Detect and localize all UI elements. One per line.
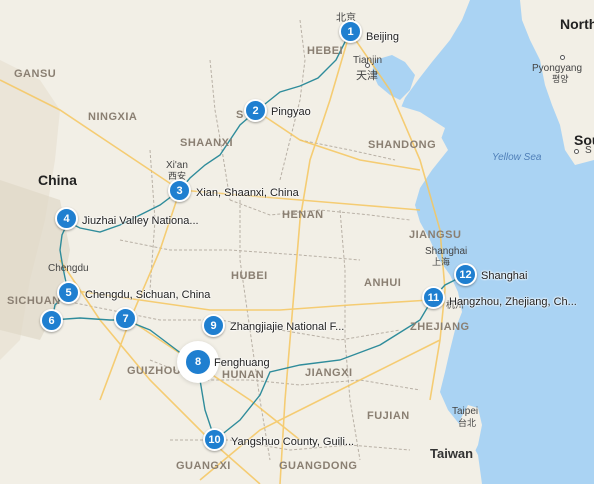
city-dot-seoul — [574, 149, 579, 154]
city-label-chengdu: Chengdu — [48, 263, 89, 274]
city-label-pyongyang-kr: 평양 — [552, 75, 569, 85]
stop-marker-3[interactable]: 3 — [168, 179, 191, 202]
taiwan-land — [458, 405, 482, 462]
stop-label-10[interactable]: Yangshuo County, Guili... — [231, 436, 355, 448]
province-label-ningxia: NINGXIA — [88, 111, 138, 123]
city-label-taipei-cn: 台北 — [458, 419, 477, 429]
province-label-henan: HENAN — [282, 209, 324, 221]
province-label-guangxi: GUANGXI — [176, 460, 231, 472]
stop-marker-2[interactable]: 2 — [244, 99, 267, 122]
stop-marker-10[interactable]: 10 — [203, 428, 226, 451]
stop-number: 8 — [194, 356, 202, 368]
sea-label: Yellow Sea — [492, 152, 542, 163]
stop-marker-4[interactable]: 4 — [55, 207, 78, 230]
stop-number: 9 — [210, 319, 217, 332]
city-label-taipei: Taipei — [452, 406, 479, 417]
city-label-pyongyang: Pyongyang — [532, 63, 583, 74]
stop-marker-1[interactable]: 1 — [339, 20, 362, 43]
city-label-xian-cn: 西安 — [168, 172, 187, 182]
stop-marker-8[interactable]: 8 — [184, 348, 212, 376]
province-label-hunan: HUNAN — [222, 369, 265, 381]
stop-number: 12 — [459, 268, 472, 281]
stop-number: 6 — [48, 314, 55, 327]
stop-label-11[interactable]: Hangzhou, Zhejiang, Ch... — [449, 296, 577, 308]
korea-land — [520, 0, 594, 165]
city-label-hangzhou-cn: 杭州 — [446, 301, 465, 311]
city-label-xian: Xi'an — [166, 160, 188, 171]
stop-label-5[interactable]: Chengdu, Sichuan, China — [85, 289, 211, 301]
stop-label-1[interactable]: Beijing — [366, 31, 400, 43]
stop-number: 10 — [208, 433, 221, 446]
bohai-water — [372, 55, 415, 100]
province-label-guangdong: GUANGDONG — [279, 460, 358, 472]
stop-number: 4 — [63, 212, 70, 225]
city-dot-pyongyang — [560, 55, 565, 60]
stop-marker-9[interactable]: 9 — [202, 314, 225, 337]
province-label-hubei: HUBEI — [231, 270, 268, 282]
stop-number: 1 — [347, 25, 354, 38]
city-label-tianjin-cn: 天津 — [356, 69, 378, 82]
stop-marker-6[interactable]: 6 — [40, 309, 63, 332]
country-label-taiwan: Taiwan — [430, 446, 474, 461]
country-label-south-partial: Sou — [574, 132, 594, 148]
city-label-shanghai: Shanghai — [425, 246, 468, 257]
province-label-gansu: GANSU — [14, 68, 57, 80]
city-label-beijing-cn: 北京 — [336, 13, 356, 24]
stop-number: 3 — [176, 184, 183, 197]
city-dot-tianjin — [365, 63, 370, 68]
stop-label-12[interactable]: Shanghai — [481, 270, 528, 282]
province-label-jiangxi: JIANGXI — [305, 367, 353, 379]
province-label-guizhou: GUIZHOU — [127, 365, 182, 377]
country-label-china: China — [38, 172, 77, 188]
sea-water — [400, 0, 594, 484]
shandong-land — [380, 100, 445, 150]
stop-number: 7 — [122, 312, 129, 325]
stop-marker-7[interactable]: 7 — [114, 307, 137, 330]
stop-label-8[interactable]: Fenghuang — [214, 357, 270, 369]
stop-marker-11[interactable]: 11 — [422, 286, 445, 309]
country-label-north-partial: North — [560, 16, 594, 32]
stop-number: 11 — [427, 291, 440, 304]
province-label-shaanxi: SHAANXI — [180, 137, 234, 149]
stop-label-9[interactable]: Zhangjiajie National F... — [230, 321, 345, 333]
stop-marker-5[interactable]: 5 — [57, 281, 80, 304]
province-label-zhejiang: ZHEJIANG — [410, 321, 470, 333]
province-label-shanxi: SHANXI — [236, 110, 244, 121]
stop-number: 2 — [252, 104, 259, 117]
province-label-jiangsu: JIANGSU — [409, 229, 462, 241]
province-label-anhui: ANHUI — [364, 277, 402, 289]
city-label-seoul-partial: S — [585, 145, 592, 156]
province-label-fujian: FUJIAN — [367, 410, 410, 422]
province-label-sichuan: SICHUAN — [7, 295, 61, 307]
stop-label-2[interactable]: Pingyao — [271, 106, 311, 118]
province-label-hebei: HEBEI — [307, 45, 344, 57]
city-label-shanghai-cn: 上海 — [432, 258, 451, 268]
stop-number: 5 — [65, 286, 72, 299]
stop-label-4[interactable]: Jiuzhai Valley Nationa... — [82, 215, 199, 227]
province-label-shandong: SHANDONG — [368, 139, 437, 151]
stop-label-3[interactable]: Xian, Shaanxi, China — [196, 187, 299, 199]
stop-marker-12[interactable]: 12 — [454, 263, 477, 286]
city-label-tianjin: Tianjin — [353, 55, 383, 66]
